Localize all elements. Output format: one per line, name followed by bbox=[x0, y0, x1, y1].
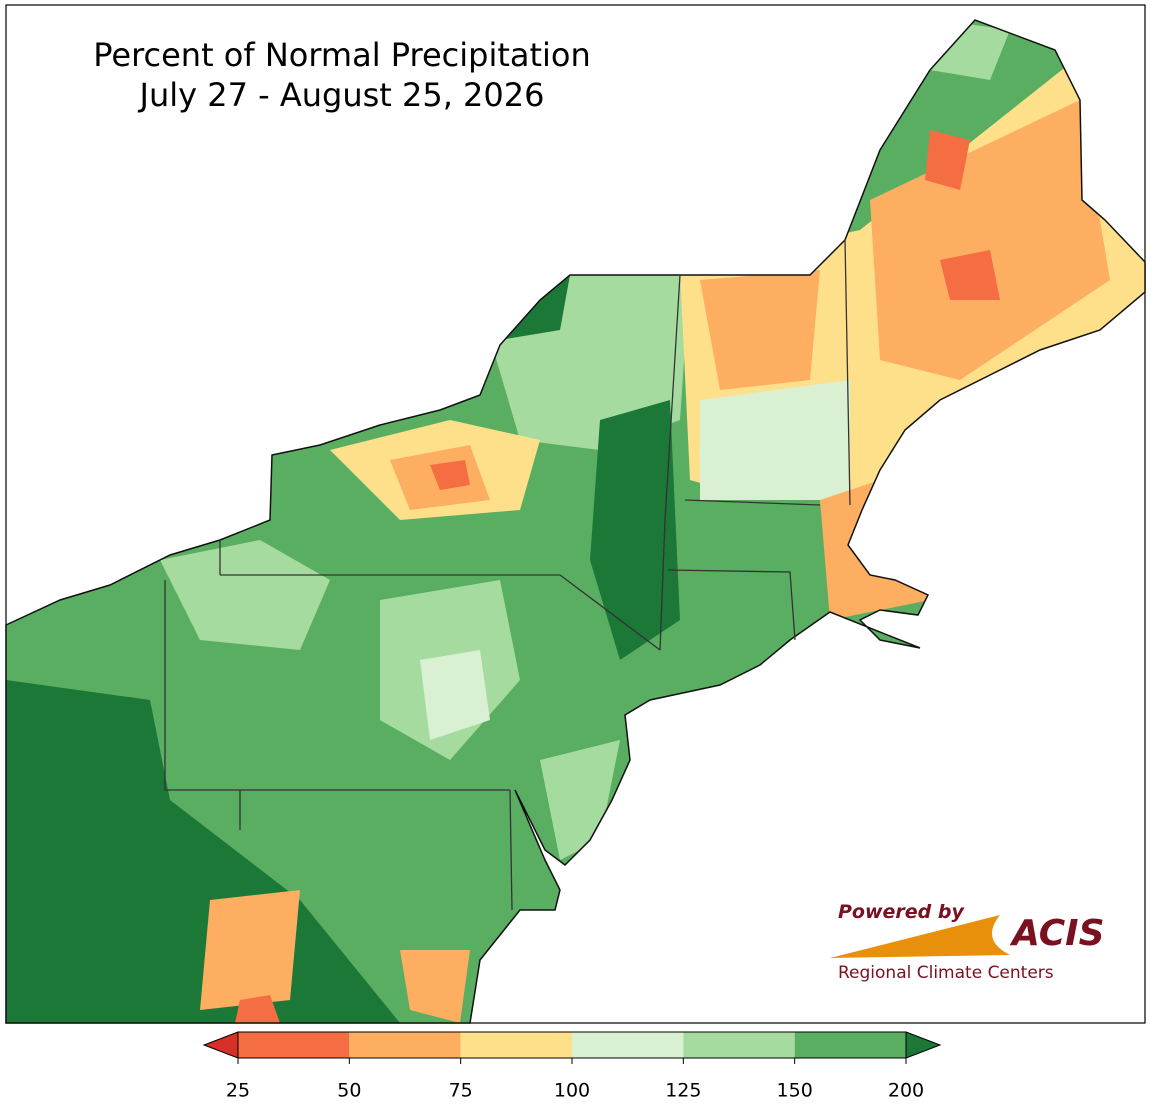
logo-swoosh bbox=[830, 915, 1010, 958]
colorbar-tick-label: 150 bbox=[777, 1080, 813, 1102]
colorbar-tick-label: 75 bbox=[449, 1080, 473, 1102]
colorbar: 25 50 75 100 125 150 200 bbox=[202, 1031, 942, 1102]
logo-subtitle: Regional Climate Centers bbox=[838, 963, 1054, 983]
field-zone bbox=[680, 500, 830, 620]
colorbar-segment bbox=[794, 1032, 906, 1058]
state-boundaries bbox=[164, 239, 851, 911]
field-zone bbox=[235, 995, 280, 1023]
colorbar-under bbox=[202, 1031, 239, 1059]
colorbar-tick-label: 25 bbox=[226, 1080, 250, 1102]
field-zone bbox=[420, 650, 490, 740]
field-zone bbox=[6, 680, 400, 1023]
field-zone bbox=[925, 130, 1000, 300]
field-zone bbox=[430, 460, 470, 490]
logo-powered: Powered by bbox=[838, 901, 965, 923]
colorbar-segment bbox=[683, 1032, 795, 1058]
colorbar-segment bbox=[238, 1032, 350, 1058]
colorbar-over bbox=[905, 1031, 942, 1059]
field-zone bbox=[700, 270, 820, 390]
colorbar-tick-label: 200 bbox=[888, 1080, 924, 1102]
field-zone bbox=[700, 380, 850, 500]
field-zone bbox=[870, 100, 1110, 380]
colorbar-tick-label: 50 bbox=[337, 1080, 361, 1102]
state-line bbox=[164, 239, 851, 911]
logo-name: ACIS bbox=[1009, 913, 1105, 954]
field-zone bbox=[160, 540, 330, 650]
colorbar-segment bbox=[460, 1032, 572, 1058]
acis-logo: Powered by ACIS Regional Climate Centers bbox=[830, 901, 1105, 983]
colorbar-segment bbox=[349, 1032, 461, 1058]
map-title: Percent of Normal Precipitation bbox=[93, 36, 591, 74]
colorbar-segment bbox=[572, 1032, 684, 1058]
colorbar-tick-label: 125 bbox=[665, 1080, 701, 1102]
colorbar-tick-label: 100 bbox=[554, 1080, 590, 1102]
field-zone bbox=[200, 890, 470, 1023]
map-subtitle: July 27 - August 25, 2026 bbox=[138, 76, 545, 114]
field-zone bbox=[590, 400, 680, 660]
